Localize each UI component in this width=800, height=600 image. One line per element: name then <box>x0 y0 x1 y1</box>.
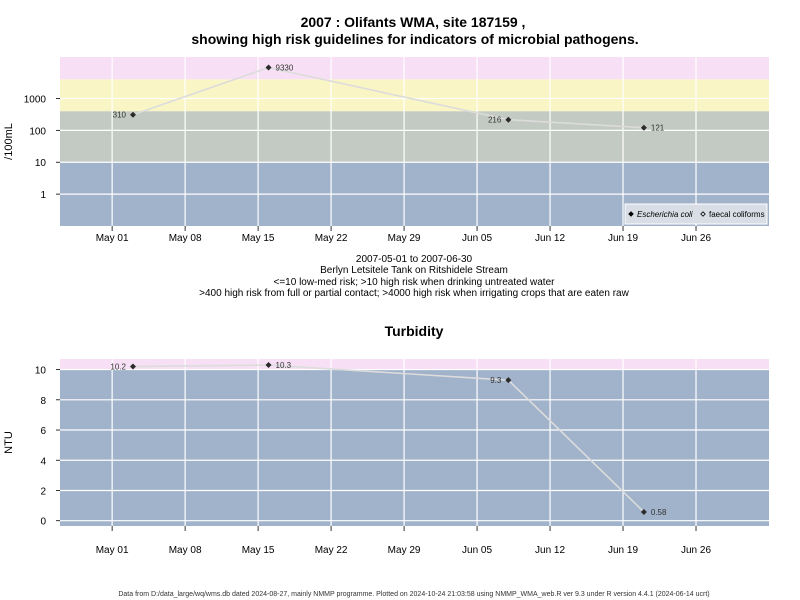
x-tick-label: Jun 19 <box>608 545 638 556</box>
x-tick-label: May 01 <box>96 545 129 556</box>
x-tick-label: May 08 <box>169 233 202 244</box>
ecoli-chart: May 01 May 08 May 15 May 22 May 29 Jun 05 Jun … <box>3 57 769 244</box>
caption-line1: 2007-05-01 to 2007-06-30 <box>356 254 473 265</box>
data-label: 10.2 <box>110 363 126 372</box>
legend-label: Escherichia coli <box>637 210 693 219</box>
risk-band <box>60 111 769 163</box>
figure-title-line2: showing high risk guidelines for indicat… <box>191 31 638 47</box>
data-point <box>640 124 647 131</box>
x-tick-label: Jun 05 <box>462 545 492 556</box>
x-tick-label: Jun 12 <box>535 545 565 556</box>
data-label: 216 <box>488 116 502 125</box>
x-tick-label: May 08 <box>169 545 202 556</box>
y-tick-label: 6 <box>40 426 46 437</box>
x-tick-label: May 22 <box>315 545 348 556</box>
series-line <box>132 364 645 513</box>
x-tick-label: May 01 <box>96 233 129 244</box>
risk-band <box>60 369 769 526</box>
data-label: 121 <box>651 124 665 133</box>
data-point <box>265 362 272 369</box>
y-tick-label: 0 <box>40 517 46 528</box>
legend-marker <box>628 211 634 217</box>
data-point <box>505 116 512 123</box>
y-tick-label: 100 <box>29 126 46 137</box>
y-tick-label: 4 <box>40 456 46 467</box>
caption-line3: <=10 low-med risk; >10 high risk when dr… <box>274 277 556 288</box>
data-point <box>265 64 272 71</box>
data-point <box>505 377 512 384</box>
data-point <box>129 111 136 118</box>
y-tick-label: 10 <box>35 158 47 169</box>
risk-band <box>60 359 769 370</box>
risk-band <box>60 57 769 80</box>
y-axis-label: NTU <box>3 431 15 454</box>
x-tick-label: May 15 <box>242 233 275 244</box>
legend-marker <box>700 211 706 217</box>
y-tick-label: 10 <box>35 366 47 377</box>
series-line <box>132 66 644 129</box>
x-tick-label: Jun 19 <box>608 233 638 244</box>
data-label: 10.3 <box>276 361 292 370</box>
data-label: 9.3 <box>490 376 502 385</box>
data-label: 9330 <box>276 64 294 73</box>
y-axis-label: /100mL <box>3 123 15 160</box>
x-tick-label: May 29 <box>388 545 421 556</box>
caption-line4: >400 high risk from full or partial cont… <box>199 288 629 299</box>
x-tick-label: Jun 26 <box>681 233 711 244</box>
legend-box <box>624 203 768 225</box>
data-label: 0.58 <box>651 508 667 517</box>
x-tick-label: May 22 <box>315 233 348 244</box>
y-tick-label: 1 <box>40 190 46 201</box>
x-tick-label: May 29 <box>388 233 421 244</box>
turbidity-chart: May 01 May 08 May 15 May 22 May 29 Jun 05 Jun … <box>3 359 769 556</box>
turbidity-title: Turbidity <box>385 323 444 339</box>
x-tick-label: Jun 26 <box>681 545 711 556</box>
figure-title-line1: 2007 : Olifants WMA, site 187159 , <box>301 14 526 30</box>
risk-band <box>60 79 769 112</box>
y-tick-label: 1000 <box>24 94 47 105</box>
data-point <box>129 363 136 370</box>
x-tick-label: Jun 12 <box>535 233 565 244</box>
footer-note: Data from D:/data_large/wq/wms.db dated … <box>118 591 709 598</box>
data-point <box>640 508 647 515</box>
x-tick-label: Jun 05 <box>462 233 492 244</box>
caption-line2: Berlyn Letsitele Tank on Ritshidele Stre… <box>320 265 508 276</box>
legend-label: faecal coliforms <box>709 210 765 219</box>
y-tick-label: 8 <box>40 396 46 407</box>
y-tick-label: 2 <box>40 486 46 497</box>
data-label: 310 <box>113 111 127 120</box>
x-tick-label: May 15 <box>242 545 275 556</box>
